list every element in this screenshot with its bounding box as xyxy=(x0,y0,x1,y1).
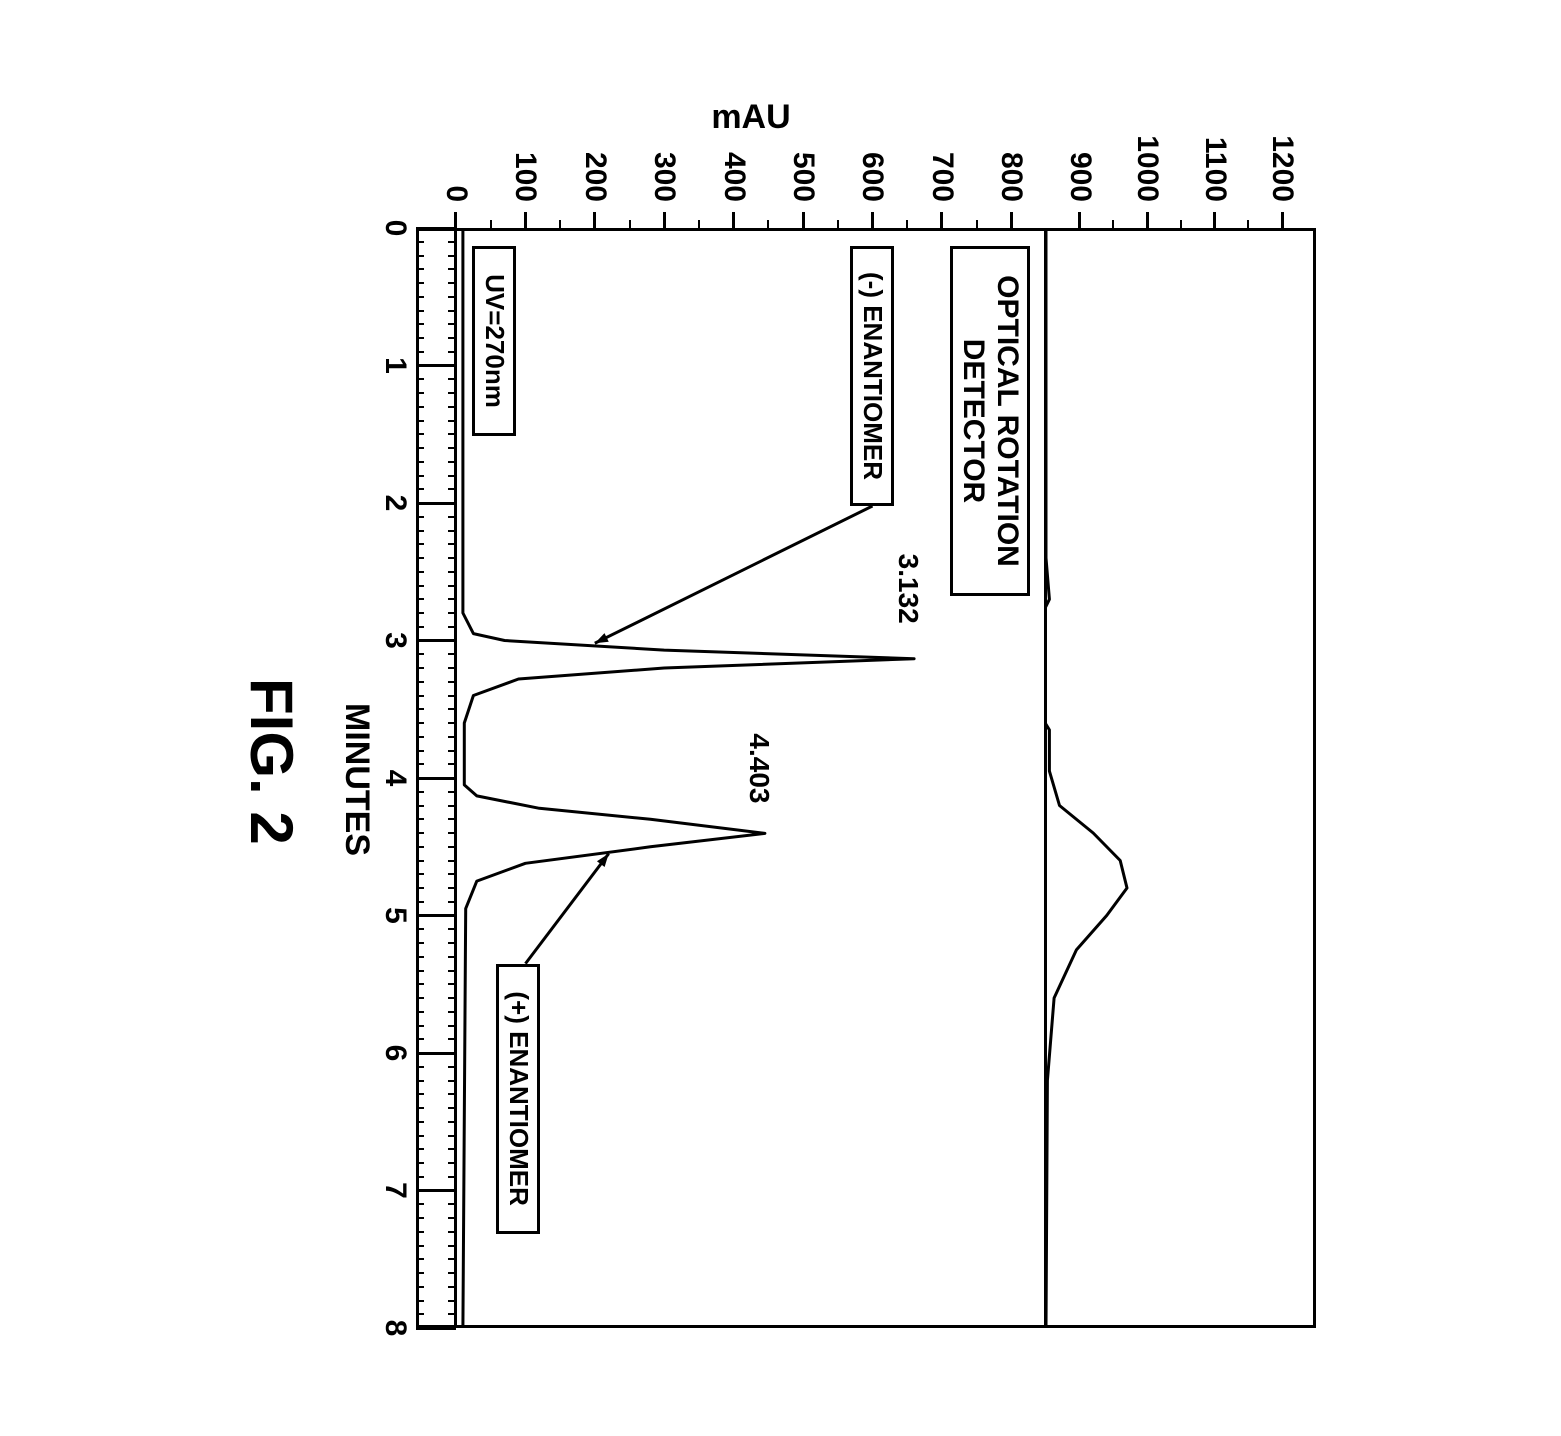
pos-enantiomer-arrow xyxy=(346,68,1346,1368)
y-axis-title: mAU xyxy=(711,98,790,137)
chromatogram-figure: 0123456780100200300400500600700800900100… xyxy=(216,68,1346,1368)
x-axis-title: MINUTES xyxy=(337,703,376,856)
figure-caption: FIG. 2 xyxy=(237,678,306,845)
